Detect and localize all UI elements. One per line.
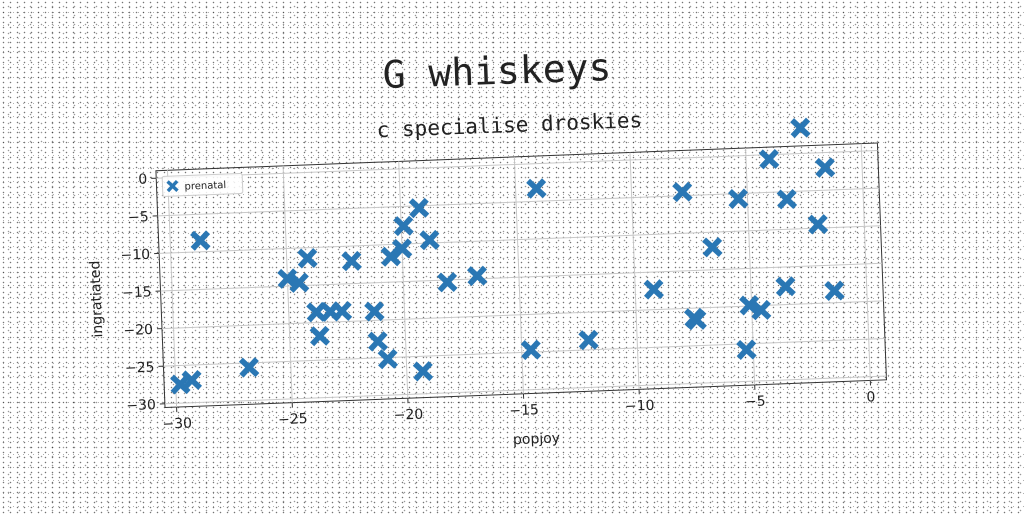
x-tick-label: −5 bbox=[745, 393, 766, 410]
data-point bbox=[808, 214, 829, 235]
data-point bbox=[409, 198, 430, 219]
y-tick-label: −30 bbox=[126, 397, 156, 414]
x-tick-label: −10 bbox=[625, 398, 655, 415]
y-tick-label: −15 bbox=[122, 284, 152, 301]
data-point bbox=[190, 230, 211, 251]
data-point bbox=[521, 339, 542, 360]
y-grid-line bbox=[161, 263, 882, 291]
data-point bbox=[790, 117, 811, 138]
plot-area: c specialise droskies −30 −25 −20 −15 −10 −5 0… bbox=[82, 99, 888, 464]
x-tick-label: 0 bbox=[866, 389, 876, 405]
data-point bbox=[728, 188, 749, 209]
x-grid-line bbox=[630, 153, 639, 390]
plot-frame bbox=[156, 143, 887, 408]
data-point bbox=[702, 237, 723, 258]
y-grid-line bbox=[159, 226, 880, 254]
y-grid-line bbox=[162, 301, 883, 329]
x-tick-label: −15 bbox=[509, 402, 539, 419]
x-grid-line bbox=[514, 157, 523, 394]
data-point bbox=[824, 280, 845, 301]
data-point bbox=[759, 149, 780, 170]
y-grid-line bbox=[165, 376, 886, 404]
chart-subtitle: c specialise droskies bbox=[376, 108, 642, 142]
legend-label: prenatal bbox=[184, 180, 226, 193]
data-point bbox=[467, 265, 488, 286]
data-point bbox=[239, 357, 260, 378]
data-point bbox=[393, 216, 414, 237]
legend: prenatal bbox=[162, 173, 243, 196]
data-point bbox=[815, 157, 836, 178]
y-tick-label: −5 bbox=[128, 209, 149, 226]
chart-title: G whiskeys bbox=[382, 45, 612, 97]
x-grid-line bbox=[167, 170, 176, 407]
data-point bbox=[377, 349, 398, 370]
data-point bbox=[672, 182, 693, 203]
data-point bbox=[297, 248, 318, 269]
x-tick-label: −30 bbox=[162, 416, 192, 433]
data-point bbox=[413, 361, 434, 382]
y-grid-line bbox=[158, 188, 879, 216]
grid-lines bbox=[156, 143, 887, 408]
data-point bbox=[643, 279, 664, 300]
x-tick-label: −25 bbox=[278, 411, 308, 428]
data-point bbox=[775, 276, 796, 297]
y-tick-label: −20 bbox=[123, 322, 153, 339]
x-grid-line bbox=[861, 144, 870, 381]
data-point bbox=[364, 301, 385, 322]
data-point bbox=[578, 330, 599, 351]
x-tick-label: −20 bbox=[393, 407, 423, 424]
y-tick-label: 0 bbox=[138, 172, 148, 188]
y-axis-label: ingratiated bbox=[87, 260, 106, 337]
data-point bbox=[309, 326, 330, 347]
x-axis-label: popjoy bbox=[513, 430, 561, 448]
data-point bbox=[419, 230, 440, 251]
data-point bbox=[367, 331, 388, 352]
data-point bbox=[341, 251, 362, 272]
y-tick-label: −10 bbox=[120, 247, 150, 264]
data-point bbox=[437, 272, 458, 293]
y-tick-label: −25 bbox=[125, 360, 155, 377]
data-point bbox=[526, 178, 547, 199]
x-grid-line bbox=[399, 161, 408, 398]
data-point bbox=[332, 301, 353, 322]
